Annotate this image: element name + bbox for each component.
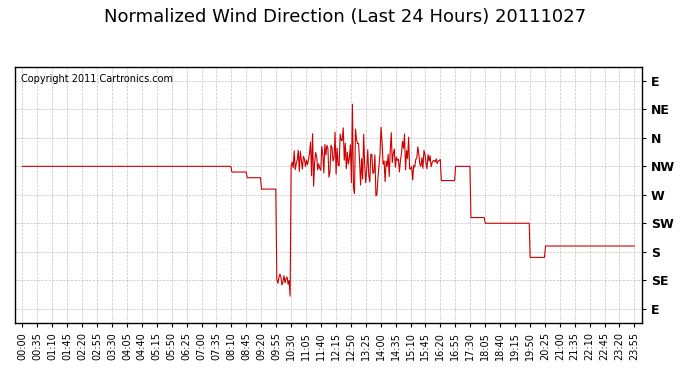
Text: Copyright 2011 Cartronics.com: Copyright 2011 Cartronics.com bbox=[21, 74, 173, 84]
Text: Normalized Wind Direction (Last 24 Hours) 20111027: Normalized Wind Direction (Last 24 Hours… bbox=[104, 8, 586, 26]
